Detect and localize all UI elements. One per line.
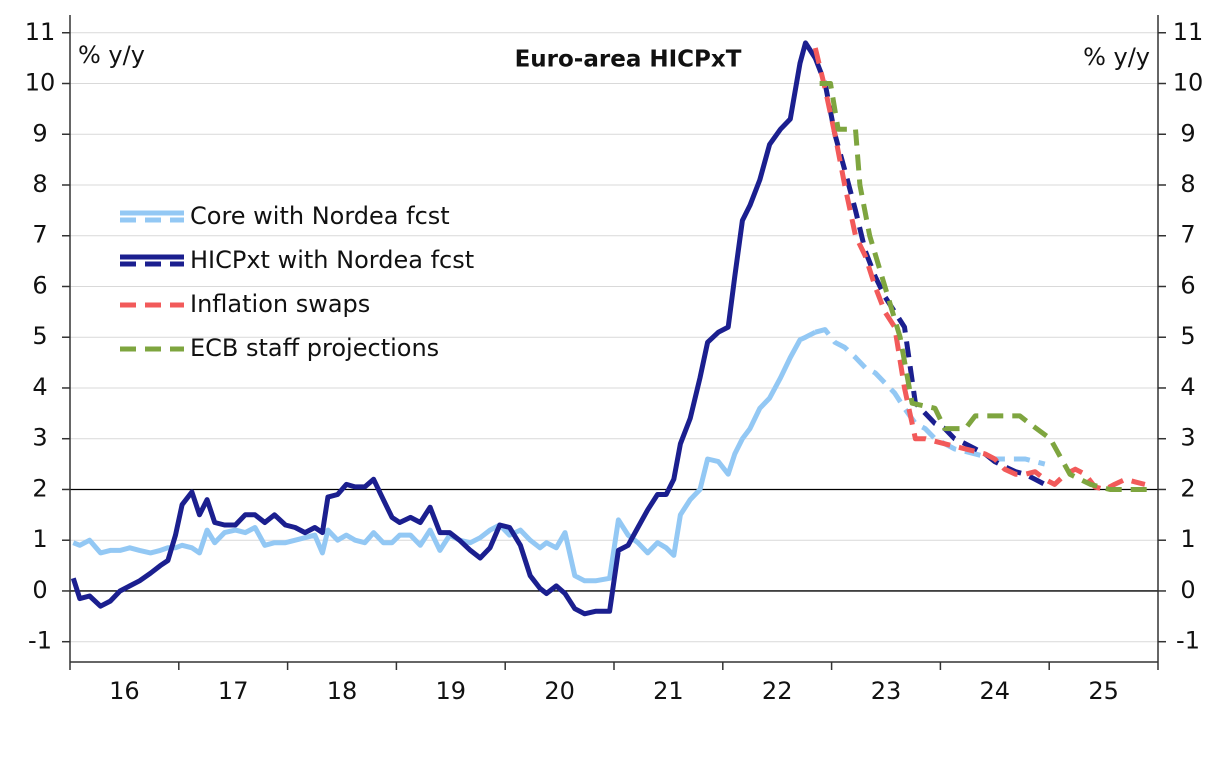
x-tick-label: 25 [1088,677,1119,705]
y-tick-label: 11 [25,18,56,46]
y-axis-label-right: % y/y [1083,43,1150,71]
legend-label: Core with Nordea fcst [190,202,450,230]
x-tick-label: 19 [436,677,467,705]
y2-tick-label: 5 [1180,322,1195,350]
line [72,329,817,584]
y2-tick-label: 4 [1180,373,1195,401]
forecast-line [814,327,1046,467]
x-tick-label: 22 [762,677,793,705]
y-tick-label: 1 [32,525,47,553]
x-tick-label: 16 [109,677,140,705]
forecast-line [819,81,1155,492]
y-tick-label: 2 [32,474,47,502]
forecast-line [812,57,1046,487]
y2-tick-label: 3 [1180,424,1195,452]
y2-tick-label: 6 [1180,271,1195,299]
y2-tick-label: 11 [1173,18,1204,46]
y2-tick-label: 0 [1180,576,1195,604]
y2-tick-label: 7 [1180,221,1195,249]
y2-tick-label: 8 [1180,170,1195,198]
y2-tick-label: 9 [1180,119,1195,147]
legend-label: ECB staff projections [190,334,439,362]
y-tick-label: 3 [32,424,47,452]
chart-title: Euro-area HICPxT [515,47,742,73]
x-tick-label: 21 [653,677,684,705]
y-tick-label: 6 [32,271,47,299]
y2-tick-label: 2 [1180,474,1195,502]
line [70,40,818,617]
y-tick-label: -1 [28,627,52,655]
x-tick-label: 18 [327,677,358,705]
y-tick-label: 8 [32,170,47,198]
x-tick-label: 23 [871,677,902,705]
y-tick-label: 9 [32,119,47,147]
y2-tick-label: 1 [1180,525,1195,553]
legend-label: HICPxt with Nordea fcst [190,246,474,274]
y-tick-label: 0 [32,576,47,604]
y-tick-label: 7 [32,221,47,249]
x-tick-label: 24 [980,677,1011,705]
y-axis-label-left: % y/y [78,41,145,69]
x-tick-label: 20 [544,677,575,705]
y2-tick-label: 10 [1173,69,1204,97]
legend-label: Inflation swaps [190,290,370,318]
forecast-line [812,47,1146,492]
x-tick-label: 17 [218,677,249,705]
y-tick-label: 5 [32,322,47,350]
y-tick-label: 4 [32,373,47,401]
y2-tick-label: -1 [1176,627,1200,655]
y-tick-label: 10 [25,69,56,97]
